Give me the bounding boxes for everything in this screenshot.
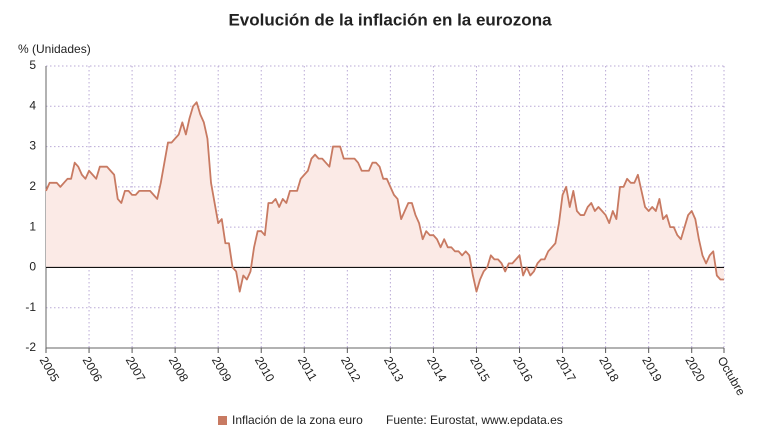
source: Fuente: Eurostat, www.epdata.es [386,413,563,427]
x-tick-label: 2013 [381,354,407,384]
x-tick-label: 2020 [682,354,708,384]
y-tick-label: -2 [25,340,36,354]
y-tick-label: 4 [29,98,36,112]
x-tick-label: 2014 [424,354,450,384]
x-tick-label: Octubre [715,354,749,398]
legend-label: Inflación de la zona euro [232,413,363,427]
x-tick-label: 2010 [252,354,278,384]
chart-title: Evolución de la inflación en la eurozona [228,10,552,29]
y-tick-label: 3 [29,139,36,153]
x-tick-label: 2006 [80,354,106,384]
x-tick-label: 2019 [639,354,665,384]
y-tick-label: 0 [29,260,36,274]
x-tick-label: 2008 [166,354,192,384]
x-tick-label: 2018 [596,354,622,384]
x-tick-label: 2011 [295,354,320,384]
line [45,101,724,293]
y-tick-label: 2 [29,179,36,193]
area [46,102,724,292]
x-tick-label: 2015 [467,354,493,384]
x-tick-label: 2005 [37,354,63,384]
x-tick-label: 2012 [338,354,364,384]
x-tick-label: 2016 [510,354,536,384]
x-tick-label: 2009 [209,354,235,384]
legend-swatch [218,416,227,425]
y-axis-label: % (Unidades) [18,42,91,56]
y-tick-label: 5 [29,58,36,72]
x-tick-label: 2007 [123,354,149,384]
y-tick-label: -1 [25,300,36,314]
x-tick-label: 2017 [553,354,579,384]
y-tick-label: 1 [29,219,36,233]
